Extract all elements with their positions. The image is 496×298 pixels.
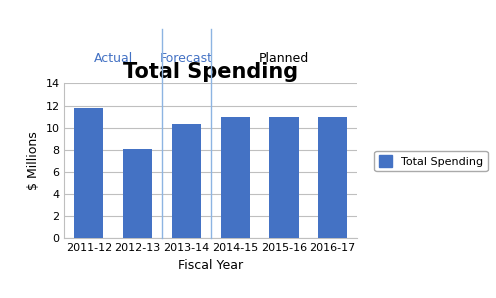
Text: Planned: Planned [259, 52, 309, 65]
Bar [74, 108, 104, 238]
X-axis label: Fiscal Year: Fiscal Year [178, 259, 244, 272]
Bar [318, 117, 347, 238]
Title: Total Spending: Total Spending [123, 62, 299, 82]
Bar [123, 149, 152, 238]
Text: Forecast: Forecast [160, 52, 213, 65]
Bar [221, 117, 250, 238]
Y-axis label: $ Millions: $ Millions [27, 131, 40, 190]
Legend: Total Spending: Total Spending [374, 151, 488, 171]
Text: Actual: Actual [94, 52, 133, 65]
Bar [172, 124, 201, 238]
Bar [269, 117, 299, 238]
